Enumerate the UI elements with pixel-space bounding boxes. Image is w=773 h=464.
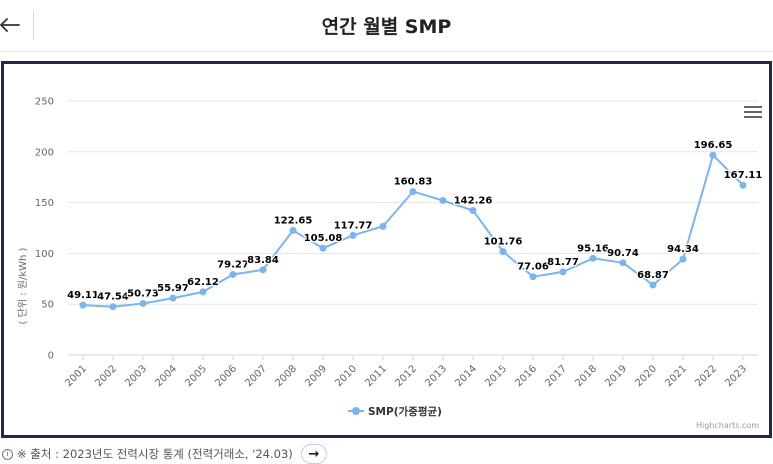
y-tick-label: 250	[35, 97, 54, 108]
data-point[interactable]	[169, 294, 177, 302]
data-label: 101.76	[484, 237, 523, 248]
data-point[interactable]	[469, 206, 477, 214]
data-label: 90.74	[607, 248, 639, 259]
series-points	[79, 151, 747, 311]
x-tick-label: 2014	[453, 363, 479, 389]
y-tick-label: 150	[35, 198, 54, 209]
x-tick-label: 2020	[633, 363, 659, 389]
data-label: 79.27	[217, 259, 249, 270]
x-tick-label: 2002	[93, 363, 119, 389]
data-label: 142.26	[454, 195, 493, 206]
data-point[interactable]	[739, 181, 747, 189]
data-point[interactable]	[229, 270, 237, 278]
y-axis: 0 50 100 150 200 250	[35, 97, 54, 362]
data-point[interactable]	[409, 188, 417, 196]
data-label: 55.97	[157, 283, 189, 294]
x-tick-label: 2004	[153, 363, 179, 389]
x-tick-label: 2019	[603, 363, 629, 389]
data-point[interactable]	[319, 244, 327, 252]
x-tick-label: 2008	[273, 363, 299, 389]
data-point[interactable]	[679, 255, 687, 263]
back-button[interactable]	[0, 8, 22, 42]
data-label: 49.11	[67, 290, 99, 301]
source-note: i ※ 출처 : 2023년도 전력시장 통계 (전력거래소, '24.03) …	[0, 444, 327, 464]
data-point[interactable]	[79, 301, 87, 309]
data-label: 117.77	[334, 220, 373, 231]
arrow-right-icon: →	[308, 446, 320, 462]
data-point[interactable]	[619, 259, 627, 267]
data-label: 196.65	[694, 140, 733, 151]
page-title: 연간 월별 SMP	[321, 16, 452, 38]
x-tick-label: 2001	[63, 363, 89, 389]
data-point[interactable]	[589, 254, 597, 262]
data-label: 62.12	[187, 277, 219, 288]
x-tick-label: 2016	[513, 363, 539, 389]
source-text: ※ 출처 : 2023년도 전력시장 통계 (전력거래소, '24.03)	[17, 447, 293, 461]
data-label: 94.34	[667, 244, 699, 255]
data-label: 122.65	[274, 215, 313, 226]
x-tick-label: 2013	[423, 363, 449, 389]
data-point[interactable]	[709, 151, 717, 159]
x-tick-label: 2011	[363, 363, 389, 389]
data-point[interactable]	[379, 222, 387, 230]
data-point[interactable]	[199, 288, 207, 296]
data-point[interactable]	[559, 268, 567, 276]
legend-item-label[interactable]: SMP(가중평균)	[368, 405, 442, 418]
y-tick-label: 100	[35, 249, 54, 260]
data-point[interactable]	[499, 248, 507, 256]
x-tick-label: 2010	[333, 363, 359, 389]
data-label: 160.83	[394, 177, 433, 188]
x-tick-label: 2003	[123, 363, 149, 389]
data-point[interactable]	[259, 266, 267, 274]
y-tick-label: 0	[48, 351, 54, 362]
data-label: 77.06	[517, 262, 549, 273]
data-point[interactable]	[289, 226, 297, 234]
source-link-button[interactable]: →	[300, 444, 327, 464]
chart-menu-button[interactable]	[744, 106, 762, 120]
data-point[interactable]	[349, 231, 357, 239]
data-point[interactable]	[139, 299, 147, 307]
data-label: 105.08	[304, 233, 343, 244]
x-axis: 2001 2002 2003 2004 2005 2006 2007 2008 2009 2010…	[63, 355, 749, 389]
header-divider	[33, 10, 34, 40]
chart-container: 0 50 100 150 200 250 ( 단위 : 원/kWh ) 2001 2002 2…	[1, 61, 772, 438]
x-tick-label: 2017	[543, 363, 569, 389]
data-label: 68.87	[637, 270, 669, 281]
header: 연간 월별 SMP	[0, 0, 773, 52]
arrow-left-icon	[0, 18, 20, 32]
y-axis-title: ( 단위 : 원/kWh )	[16, 247, 29, 324]
y-tick-label: 200	[35, 147, 54, 158]
x-tick-label: 2005	[183, 363, 209, 389]
data-label: 167.11	[724, 170, 763, 181]
legend[interactable]: SMP(가중평균)	[348, 405, 442, 418]
chart-credits[interactable]: Highcharts.com	[696, 421, 759, 430]
data-label: 81.77	[547, 257, 579, 268]
data-label: 95.16	[577, 243, 609, 254]
legend-marker	[352, 407, 360, 415]
data-label: 50.73	[127, 288, 159, 299]
data-point[interactable]	[529, 273, 537, 281]
data-point[interactable]	[649, 281, 657, 289]
x-tick-label: 2006	[213, 363, 239, 389]
data-point[interactable]	[109, 303, 117, 311]
x-tick-label: 2022	[693, 363, 719, 389]
data-label: 83.84	[247, 255, 279, 266]
x-tick-label: 2023	[723, 363, 749, 389]
grid-lines	[68, 100, 758, 356]
x-tick-label: 2012	[393, 363, 419, 389]
info-icon: i	[2, 448, 13, 460]
x-tick-label: 2015	[483, 363, 509, 389]
hamburger-icon	[744, 106, 762, 108]
x-tick-label: 2021	[663, 363, 689, 389]
x-tick-label: 2009	[303, 363, 329, 389]
x-tick-label: 2007	[243, 363, 269, 389]
x-tick-label: 2018	[573, 363, 599, 389]
data-point[interactable]	[439, 196, 447, 204]
data-label: 47.54	[97, 292, 129, 303]
y-tick-label: 50	[41, 300, 54, 311]
